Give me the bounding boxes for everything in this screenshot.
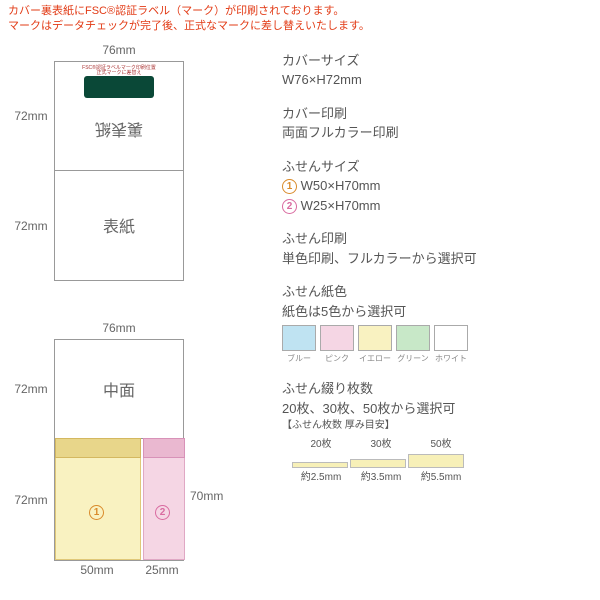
color-swatch: グリーン xyxy=(396,325,430,365)
spec-fusen-color-value: 紙色は5色から選択可 xyxy=(282,302,592,322)
dim-height-1: 72mm xyxy=(8,109,54,123)
content-area: 76mm 72mm FSC®認証ラベルマーク印刷位置正式マークに差替え 裏表紙 … xyxy=(0,39,600,577)
thickness-approx-label: 約3.5mm xyxy=(352,470,410,485)
spec-cover-size: カバーサイズ W76×H72mm xyxy=(282,51,592,90)
notice-banner: カバー裏表紙にFSC®認証ラベル（マーク）が印刷されております。 マークはデータ… xyxy=(0,0,600,39)
thickness-bar xyxy=(408,454,464,468)
thickness-subtitle: 【ふせん枚数 厚み目安】 xyxy=(282,418,592,433)
thickness-sheets-label: 30枚 xyxy=(352,437,410,452)
thickness-bar xyxy=(292,462,348,468)
spec-fusen-print: ふせん印刷 単色印刷、フルカラーから選択可 xyxy=(282,229,592,268)
spec-fusen-size-1: W50×H70mm xyxy=(301,178,381,193)
swatch-box xyxy=(282,325,316,351)
spec-cover-size-title: カバーサイズ xyxy=(282,51,592,71)
panel-back-cover-label: 裏表紙 xyxy=(95,119,143,143)
spec-fusen-size-title: ふせんサイズ xyxy=(282,157,592,177)
fusen-1-box xyxy=(55,440,141,560)
swatch-box xyxy=(396,325,430,351)
dim-fusen1-width: 50mm xyxy=(54,563,140,577)
color-swatch: イエロー xyxy=(358,325,392,365)
fusen-2-box xyxy=(143,440,185,560)
panel-inside-label: 中面 xyxy=(103,377,135,401)
spec-fusen-print-title: ふせん印刷 xyxy=(282,229,592,249)
color-swatches: ブルーピンクイエローグリーンホワイト xyxy=(282,325,592,365)
color-swatch: ブルー xyxy=(282,325,316,365)
dim-height-4: 72mm xyxy=(8,493,54,507)
dim-width-bottom: 76mm xyxy=(54,321,184,335)
spec-fusen-sheets-value: 20枚、30枚、50枚から選択可 xyxy=(282,399,592,419)
panel-front-cover-label: 表紙 xyxy=(103,213,135,237)
notice-line-1: カバー裏表紙にFSC®認証ラベル（マーク）が印刷されております。 xyxy=(8,4,592,19)
dim-height-3: 72mm xyxy=(8,382,54,396)
spec-cover-size-value: W76×H72mm xyxy=(282,70,592,90)
spec-cover-print-title: カバー印刷 xyxy=(282,104,592,124)
thickness-bar xyxy=(350,459,406,468)
spec-fusen-size: ふせんサイズ 1 W50×H70mm 2 W25×H70mm xyxy=(282,157,592,216)
left-diagrams: 76mm 72mm FSC®認証ラベルマーク印刷位置正式マークに差替え 裏表紙 … xyxy=(8,39,258,577)
swatch-label: イエロー xyxy=(358,353,392,365)
fusen-area: 1 2 xyxy=(55,438,183,560)
spec-fusen-size-row2: 2 W25×H70mm xyxy=(282,196,592,216)
swatch-label: グリーン xyxy=(396,353,430,365)
dim-height-2: 72mm xyxy=(8,219,54,233)
dim-fusen-height: 70mm xyxy=(190,489,223,503)
fsc-badge-icon xyxy=(84,76,154,98)
swatch-box xyxy=(358,325,392,351)
fusen-2-header xyxy=(143,438,185,458)
swatch-label: ブルー xyxy=(282,353,316,365)
diagram-inside: 76mm 72mm 中面 72mm 1 2 xyxy=(8,321,258,577)
color-swatch: ホワイト xyxy=(434,325,468,365)
thickness-diagram: 20枚30枚50枚約2.5mm約3.5mm約5.5mm xyxy=(282,437,592,497)
thickness-approx-label: 約5.5mm xyxy=(412,470,470,485)
right-specs: カバーサイズ W76×H72mm カバー印刷 両面フルカラー印刷 ふせんサイズ … xyxy=(282,39,592,577)
diagram-cover: 76mm 72mm FSC®認証ラベルマーク印刷位置正式マークに差替え 裏表紙 … xyxy=(8,43,258,281)
spec-fusen-sheets-title: ふせん綴り枚数 xyxy=(282,379,592,399)
spec-fusen-color-title: ふせん紙色 xyxy=(282,282,592,302)
thickness-sheets-label: 50枚 xyxy=(412,437,470,452)
spec-fusen-size-row1: 1 W50×H70mm xyxy=(282,176,592,196)
thickness-sheets-label: 20枚 xyxy=(292,437,350,452)
spec-fusen-color: ふせん紙色 紙色は5色から選択可 ブルーピンクイエローグリーンホワイト xyxy=(282,282,592,365)
swatch-box xyxy=(434,325,468,351)
spec-fusen-sheets: ふせん綴り枚数 20枚、30枚、50枚から選択可 【ふせん枚数 厚み目安】 20… xyxy=(282,379,592,497)
swatch-label: ピンク xyxy=(320,353,354,365)
dim-fusen2-width: 25mm xyxy=(140,563,184,577)
spec-fusen-size-2: W25×H70mm xyxy=(301,198,381,213)
thickness-approx-label: 約2.5mm xyxy=(292,470,350,485)
fusen-1-header xyxy=(55,438,141,458)
dim-width-top: 76mm xyxy=(54,43,184,57)
swatch-box xyxy=(320,325,354,351)
number-1-icon: 1 xyxy=(282,179,297,194)
swatch-label: ホワイト xyxy=(434,353,468,365)
spec-cover-print-value: 両面フルカラー印刷 xyxy=(282,123,592,143)
number-2-icon: 2 xyxy=(282,199,297,214)
notice-line-2: マークはデータチェックが完了後、正式なマークに差し替えいたします。 xyxy=(8,19,592,34)
color-swatch: ピンク xyxy=(320,325,354,365)
spec-fusen-print-value: 単色印刷、フルカラーから選択可 xyxy=(282,249,592,269)
spec-cover-print: カバー印刷 両面フルカラー印刷 xyxy=(282,104,592,143)
